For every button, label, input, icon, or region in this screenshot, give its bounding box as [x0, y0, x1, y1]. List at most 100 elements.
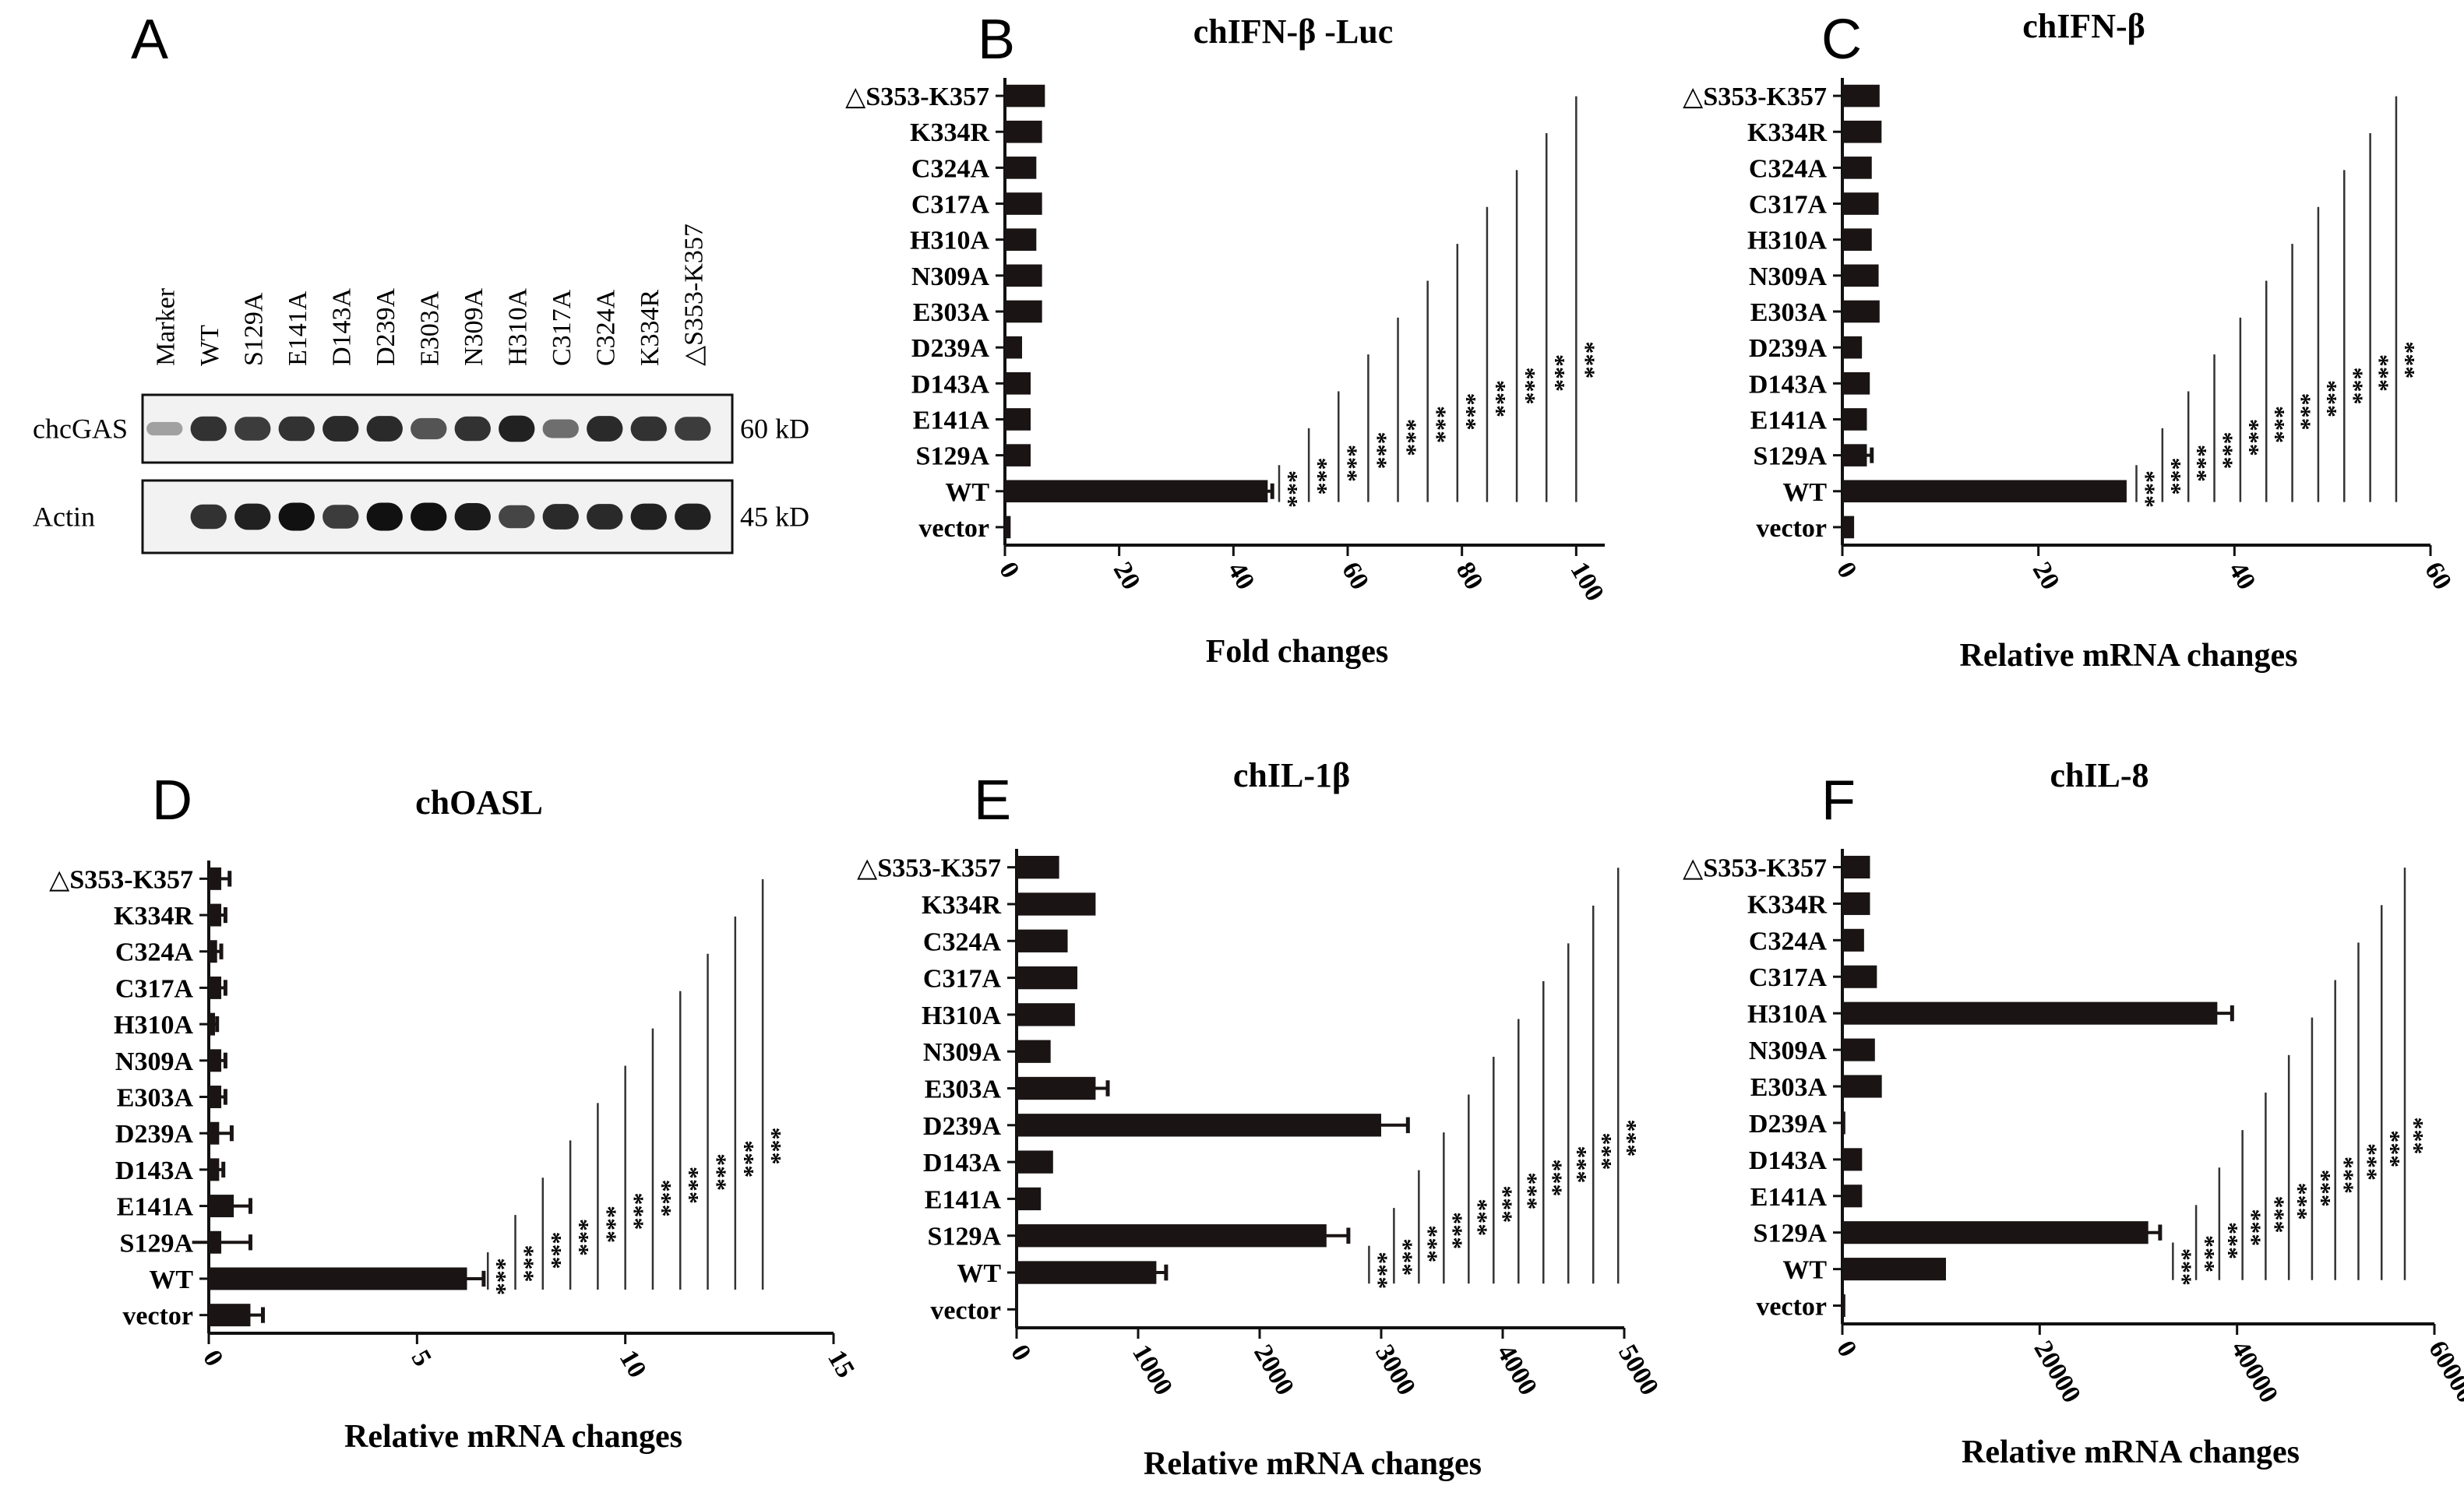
bar [1842, 264, 1879, 287]
panel-c-chart: chIFN-β △S353-K357 K334R C324A C317A H310A N30… [1683, 7, 2457, 674]
blot-lane-label: E141A [284, 290, 312, 366]
significance-label: *** [2399, 341, 2427, 378]
significance-label: *** [738, 1140, 766, 1177]
bar [1842, 965, 1877, 988]
x-tick-label: 20 [1108, 558, 1146, 595]
bar [1842, 1038, 1875, 1061]
bar [1017, 929, 1068, 952]
x-tick-label: 3000 [1369, 1340, 1421, 1400]
category-label: E303A [1750, 1073, 1828, 1102]
panel-letter-d: D [152, 769, 192, 832]
significance-label: *** [2222, 1222, 2250, 1259]
x-tick-label: 2000 [1248, 1340, 1299, 1400]
blot-band [234, 503, 271, 530]
category-label: D239A [1749, 1110, 1828, 1139]
x-tick-label: 60 [2419, 558, 2457, 595]
chart-title: chIL-1β [1233, 756, 1350, 794]
category-label: H310A [114, 1011, 193, 1040]
blot-band [366, 416, 403, 442]
x-tick-label: 40 [1221, 558, 1260, 595]
category-label: K334R [1747, 890, 1827, 919]
category-label: K334R [1747, 118, 1827, 147]
x-axis-label: Relative mRNA changes [1960, 638, 2298, 674]
bar [1005, 480, 1268, 503]
blot-band [499, 415, 535, 442]
blot-rows: chcGAS 60 kD Actin 45 kD [33, 393, 809, 554]
blot-band [542, 504, 579, 530]
significance-label: *** [1496, 1185, 1524, 1223]
category-label: S129A [916, 442, 990, 471]
bar [1005, 84, 1045, 107]
bar [1017, 1261, 1157, 1284]
blot-lane-labels: Marker WT S129A E141A D143A D239A E303A N309A H3… [151, 224, 708, 366]
x-tick-label: 0 [1005, 1340, 1037, 1366]
category-label: E141A [117, 1193, 194, 1222]
blot-lane-label: WT [196, 325, 224, 366]
bar [1842, 228, 1872, 251]
panel-letter-e: E [974, 769, 1011, 832]
blot-band [411, 417, 447, 440]
chart-title: chIL-8 [2050, 756, 2149, 794]
blot-size-marker: 45 kD [740, 502, 809, 533]
panel-d-chart: chOASL △S353-K357 K334R C324A C317A H310A N309… [49, 783, 860, 1455]
blot-size-marker: 60 kD [740, 414, 809, 445]
category-label: D143A [115, 1156, 194, 1185]
blot-band [323, 505, 359, 529]
significance-label: *** [2384, 1130, 2412, 1167]
significance-label: *** [1521, 1172, 1549, 1209]
category-label: WT [945, 478, 989, 507]
x-tick-label: 5000 [1613, 1340, 1664, 1400]
category-label: vector [122, 1302, 193, 1331]
bar [1017, 1076, 1096, 1100]
blot-row-label: Actin [33, 502, 95, 533]
category-label: S129A [928, 1223, 1002, 1251]
bar [1842, 1221, 2149, 1244]
blot-band [146, 421, 183, 436]
significance-label: *** [628, 1192, 656, 1230]
category-label: C324A [911, 154, 990, 183]
significance-label: *** [1549, 354, 1577, 392]
bar [1842, 84, 1880, 107]
bar [1005, 157, 1037, 179]
category-label: vector [918, 514, 989, 543]
category-label: E303A [117, 1084, 194, 1113]
bar [1842, 892, 1870, 915]
category-label: N309A [1749, 1037, 1828, 1065]
significance-label: *** [1341, 445, 1369, 482]
blot-lane-label: Marker [151, 287, 180, 366]
bar [1017, 1224, 1327, 1248]
significance-label: *** [710, 1153, 738, 1191]
bar [209, 903, 222, 927]
x-tick-label: 5 [405, 1346, 437, 1371]
significance-label: *** [1570, 1146, 1599, 1183]
significance-label: *** [2291, 1183, 2319, 1220]
blot-row-label: chcGAS [33, 414, 128, 445]
blot-band [278, 502, 315, 531]
significance-label: *** [1430, 406, 1458, 443]
significance-label: *** [2198, 1235, 2226, 1273]
panel-letter-b: B [978, 9, 1015, 71]
bar [1005, 516, 1011, 539]
bar [1842, 1001, 2218, 1025]
significance-label: *** [1311, 457, 1339, 495]
significance-label: *** [518, 1244, 546, 1282]
x-tick-label: 20000 [2028, 1336, 2086, 1408]
x-tick-label: 0 [1831, 558, 1863, 583]
blot-lane-label: C324A [591, 289, 620, 366]
category-label: △S353-K357 [49, 865, 193, 894]
blot-lane-label: H310A [503, 287, 532, 366]
x-tick-label: 60000 [2423, 1336, 2464, 1408]
blot-row: Actin 45 kD [33, 479, 809, 554]
blot-band [234, 417, 271, 441]
blot-band [278, 416, 315, 442]
chart-title: chIFN-β [2022, 7, 2145, 45]
category-label: △S353-K357 [857, 854, 1001, 883]
significance-label: *** [2360, 1143, 2388, 1181]
bar [1005, 264, 1042, 287]
significance-label: *** [1370, 431, 1398, 469]
blot-band [587, 504, 623, 530]
x-axis-label: Relative mRNA changes [1144, 1446, 1482, 1482]
bar [1842, 336, 1863, 359]
panel-b-chart: chIFN-β -Luc △S353-K357 K334R C324A C317A H31… [845, 12, 1609, 670]
